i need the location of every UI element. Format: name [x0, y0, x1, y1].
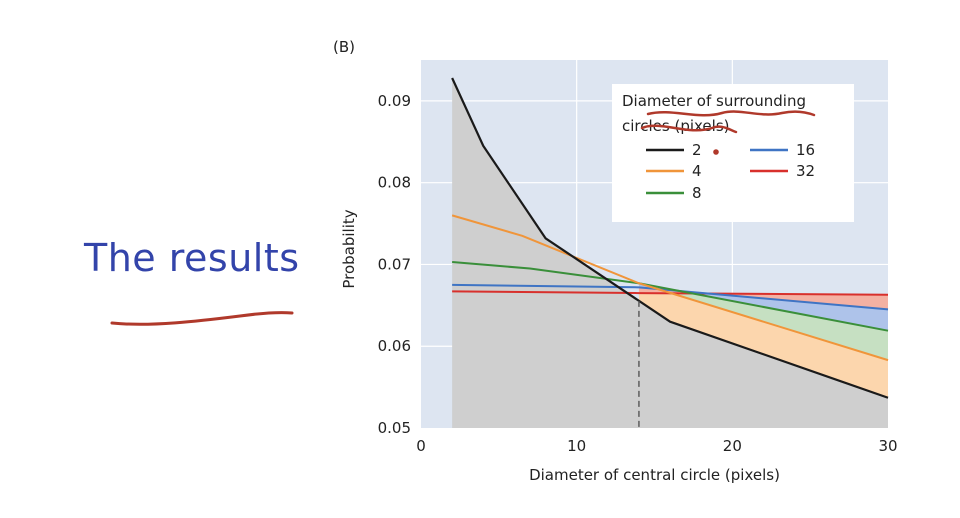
legend-label-8: 8 [692, 184, 702, 202]
legend-label-16: 16 [796, 141, 815, 159]
legend-title-line1: Diameter of surrounding [622, 92, 806, 110]
y-tick-label: 0.05 [378, 419, 411, 437]
series-line-16 [452, 283, 889, 311]
y-tick-label: 0.09 [378, 92, 411, 110]
legend-box [612, 84, 854, 222]
legend-ink-dot [713, 149, 719, 155]
y-tick-label: 0.07 [378, 255, 411, 273]
series-line-8 [452, 260, 889, 332]
series-line-2 [451, 77, 889, 399]
x-tick-labels: 0 10 20 30 [416, 437, 897, 455]
y-tick-labels: 0.05 0.06 0.07 0.08 0.09 [378, 92, 411, 437]
x-tick-label: 0 [416, 437, 426, 455]
x-tick-label: 10 [567, 437, 586, 455]
legend-underline-stroke-1 [646, 110, 816, 117]
y-axis-title: Probability [340, 209, 358, 288]
legend-label-4: 4 [692, 162, 702, 180]
legend-label-32: 32 [796, 162, 815, 180]
area-under-series-2 [452, 77, 888, 428]
band-2-to-4 [638, 283, 888, 398]
legend: Diameter of surrounding circles (pixels)… [612, 84, 854, 222]
panel-label: (B) [333, 38, 355, 56]
legend-underline-stroke-2 [640, 124, 738, 134]
legend-items: 2 4 8 16 32 [646, 141, 815, 202]
y-tick-label: 0.06 [378, 337, 411, 355]
x-tick-label: 30 [878, 437, 897, 455]
legend-title-line2: circles (pixels) [622, 117, 730, 135]
series-line-32 [452, 290, 889, 296]
x-axis-title: Diameter of central circle (pixels) [529, 466, 780, 484]
handwritten-annotations [110, 110, 816, 326]
legend-label-2: 2 [692, 141, 702, 159]
title-underline-stroke [110, 311, 294, 326]
y-tick-label: 0.08 [378, 174, 411, 192]
slide-title: The results [84, 236, 300, 280]
series-line-4 [451, 214, 889, 362]
series-lines [451, 77, 889, 399]
x-tick-label: 20 [723, 437, 742, 455]
